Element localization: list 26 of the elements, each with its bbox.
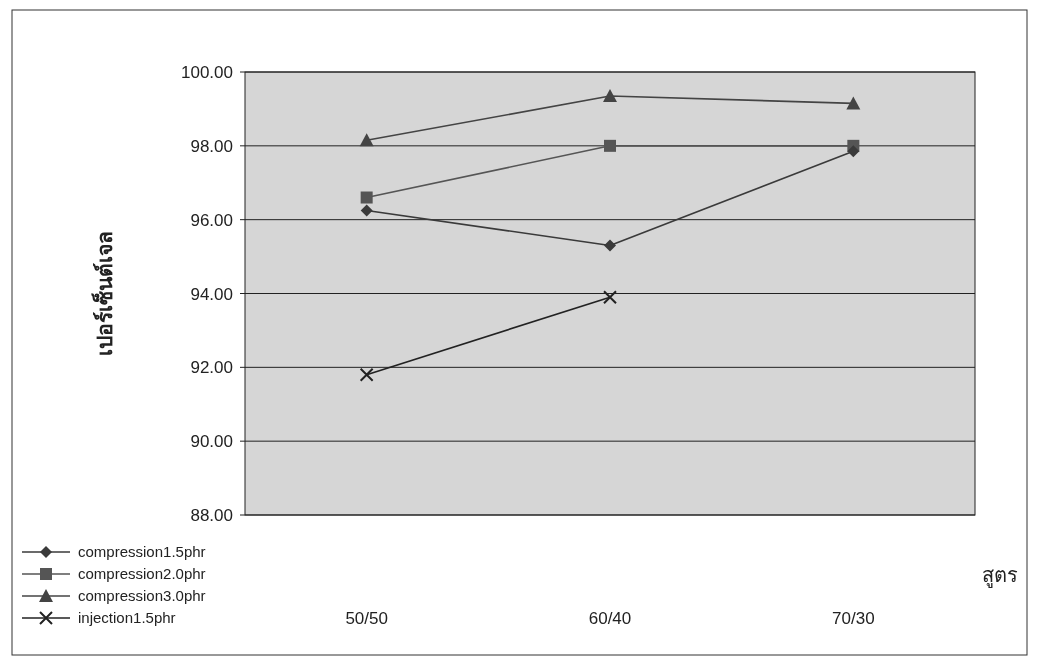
point [359,133,374,147]
legend-label: compression3.0phr [78,587,206,604]
y-tick-label: 100.00 [181,63,233,82]
y-tick-label: 98.00 [190,136,233,156]
point [604,239,616,252]
x-tick-label: 60/40 [588,609,632,628]
y-tick-label: 92.00 [190,358,233,378]
legend-label: compression2.0phr [78,565,206,582]
point [846,96,861,110]
point [847,145,860,158]
point [360,204,373,217]
y-tick-label: 90.00 [190,432,233,452]
point [603,89,617,102]
y-tick-label: 96.00 [190,210,233,230]
legend-label: compression1.5phr [78,543,206,560]
point [360,191,373,204]
point [359,367,374,382]
legend-label: injection1.5phr [78,609,176,626]
point [603,290,617,305]
y-axis-title: เปอร์เซ็นต์เจล [91,231,116,356]
y-tick-label: 88.00 [190,506,233,525]
y-tick-label: 94.00 [190,284,233,304]
point [604,139,616,152]
x-tick-label: 50/50 [345,609,388,628]
x-axis-title: สูตร [982,564,1018,588]
x-tick-label: 70/30 [832,609,875,628]
